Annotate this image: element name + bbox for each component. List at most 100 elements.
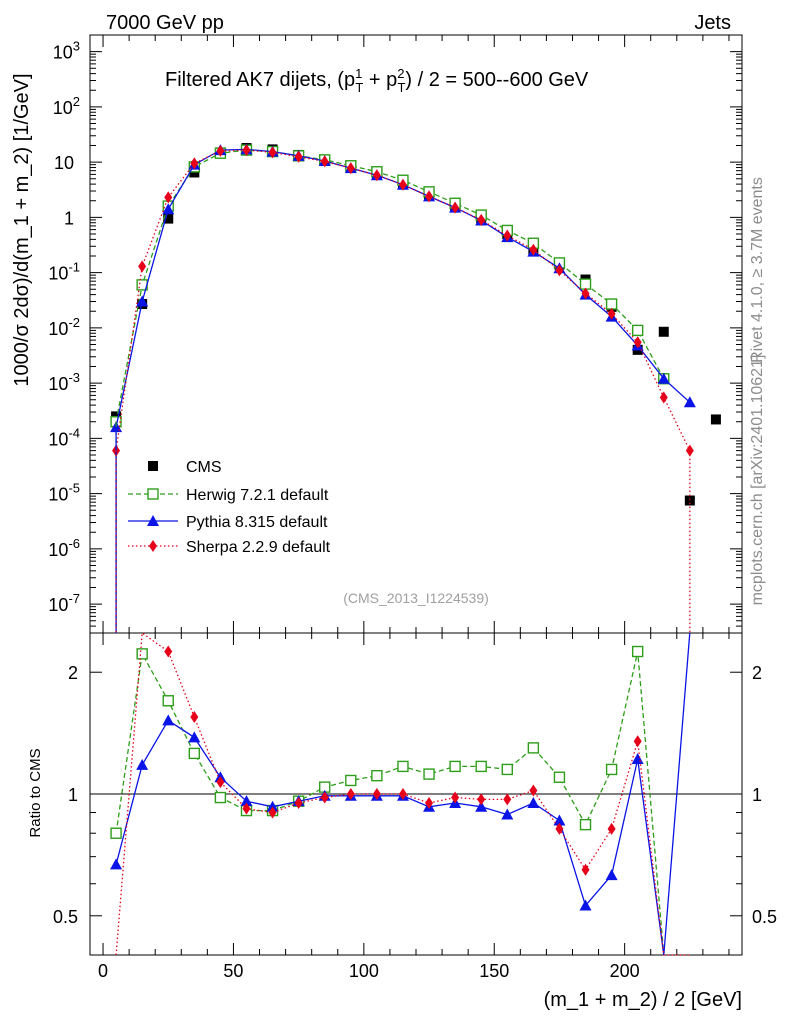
- ratio-pythia-point: [501, 808, 514, 820]
- ratio-y-tick-label-right: 1: [752, 785, 762, 805]
- y-tick-label-main: 1: [64, 208, 74, 228]
- plot-title-end: ) / 2 = 500--600 GeV: [405, 69, 589, 91]
- sherpa-point: [477, 213, 486, 226]
- y-tick-label-base: 10: [53, 43, 73, 63]
- ratio-pythia-point: [475, 800, 488, 812]
- y-tick-label-base: 10: [53, 98, 73, 118]
- sherpa-point: [581, 287, 590, 300]
- sherpa-point: [529, 243, 538, 256]
- plot-title-sup2: 2: [397, 66, 404, 81]
- sherpa-point: [607, 307, 616, 320]
- ratio-herwig-point: [579, 818, 592, 831]
- y-tick-label-base: 10: [48, 429, 68, 449]
- x-tick-label: 200: [610, 961, 640, 981]
- ratio-sherpa-point: [268, 806, 277, 819]
- ratio-pythia-point: [553, 814, 566, 826]
- sherpa-point: [138, 260, 147, 273]
- ratio-sherpa-point: [633, 735, 642, 748]
- cms-data-point: [710, 414, 721, 425]
- pythia-point: [162, 203, 175, 215]
- sherpa-point: [659, 391, 668, 404]
- ratio-sherpa-point: [451, 791, 460, 804]
- jets-label: Jets: [694, 12, 731, 34]
- sherpa-point: [398, 178, 407, 191]
- y-tick-label-exponent: 2: [73, 94, 80, 109]
- ratio-herwig-point: [371, 769, 383, 782]
- y-tick-label-exponent: -4: [68, 425, 80, 440]
- sherpa-point: [164, 191, 173, 204]
- ratio-pythia-point: [605, 869, 618, 881]
- ratio-herwig-point: [136, 648, 148, 660]
- sherpa-point: [346, 162, 355, 175]
- ratio-herwig-point: [449, 760, 461, 773]
- y-tick-label-exponent: 3: [73, 39, 80, 54]
- ratio-line-0: [115, 651, 665, 956]
- ratio-sherpa-point: [242, 802, 251, 815]
- analysis-watermark: (CMS_2013_I1224539): [343, 590, 489, 606]
- plot-title-sub1: T: [355, 80, 363, 95]
- sherpa-point: [451, 201, 460, 214]
- ratio-y-tick-label-right: 0.5: [752, 907, 777, 927]
- plot-title-main: Filtered AK7 dijets, (p: [165, 69, 355, 91]
- ratio-sherpa-point: [216, 776, 225, 789]
- y-tick-label-main: 10-1: [48, 260, 80, 284]
- ratio-herwig-point: [605, 763, 618, 776]
- ratio-sherpa-point: [294, 797, 303, 810]
- y-tick-label-base: 10: [48, 374, 68, 394]
- legend-marker-herwig: [147, 488, 159, 500]
- y-tick-label-main: 10-2: [48, 315, 80, 339]
- herwig-point: [605, 298, 618, 310]
- plot-title-mid: + p: [363, 69, 397, 91]
- y-tick-label-main: 10-6: [48, 536, 80, 560]
- ratio-y-tick-label-left: 2: [68, 663, 78, 683]
- ratio-sherpa-point: [477, 793, 486, 806]
- series-line-1: [115, 149, 665, 422]
- ratio-herwig-point: [110, 827, 122, 839]
- ratio-pythia-point: [240, 795, 253, 807]
- ratio-herwig-point: [553, 771, 566, 783]
- main-y-axis-label: 1000/σ 2dσ)/d(m_1 + m_2) [1/GeV]: [11, 73, 33, 386]
- herwig-point: [631, 324, 644, 337]
- y-tick-label-main: 10: [54, 153, 74, 173]
- sherpa-point: [503, 229, 512, 242]
- sherpa-point: [425, 190, 434, 203]
- y-tick-label-main: 10-7: [48, 591, 80, 615]
- series-line-3: [115, 149, 691, 451]
- pythia-point: [136, 295, 149, 307]
- sherpa-point: [242, 144, 251, 157]
- x-axis-label: (m_1 + m_2) / 2 [GeV]: [544, 989, 742, 1011]
- y-tick-label-base: 10: [48, 485, 68, 505]
- pythia-point: [657, 372, 670, 384]
- y-tick-label-main: 102: [53, 94, 80, 118]
- ratio-y-tick-label-left: 0.5: [53, 907, 78, 927]
- ratio-sherpa-point: [190, 710, 199, 723]
- ratio-herwig-point: [527, 742, 540, 754]
- ratio-pythia-point: [631, 753, 644, 765]
- ratio-sherpa-point: [164, 645, 173, 658]
- ratio-sherpa-point: [346, 788, 355, 800]
- ratio-sherpa-point: [581, 863, 590, 876]
- ratio-sherpa-point: [503, 793, 512, 806]
- ratio-herwig-point: [162, 695, 174, 707]
- sherpa-point: [372, 169, 381, 182]
- chart-marks: 0 50 100 150 20010-710-610-510-410-310-210-1…: [48, 34, 777, 981]
- ratio-sherpa-point: [372, 788, 381, 800]
- plot-title-sub2: T: [397, 80, 405, 95]
- pythia-point: [683, 396, 696, 408]
- ratio-sherpa-point: [425, 797, 434, 810]
- ratio-herwig-point: [345, 774, 357, 787]
- y-tick-label-exponent: -5: [68, 481, 80, 496]
- ratio-herwig-point: [214, 791, 227, 804]
- ratio-sherpa-point: [555, 822, 564, 835]
- y-tick-label-main: 10-3: [48, 370, 80, 394]
- x-tick-label: 150: [479, 961, 509, 981]
- energy-label: 7000 GeV pp: [106, 12, 224, 34]
- ratio-sherpa-point: [529, 784, 538, 797]
- ratio-pythia-point: [110, 858, 123, 870]
- ratio-sherpa-point: [398, 788, 407, 800]
- cms-data-point: [658, 326, 669, 337]
- y-tick-label-main: 10-5: [48, 481, 80, 505]
- legend-marker-pythia: [147, 515, 159, 526]
